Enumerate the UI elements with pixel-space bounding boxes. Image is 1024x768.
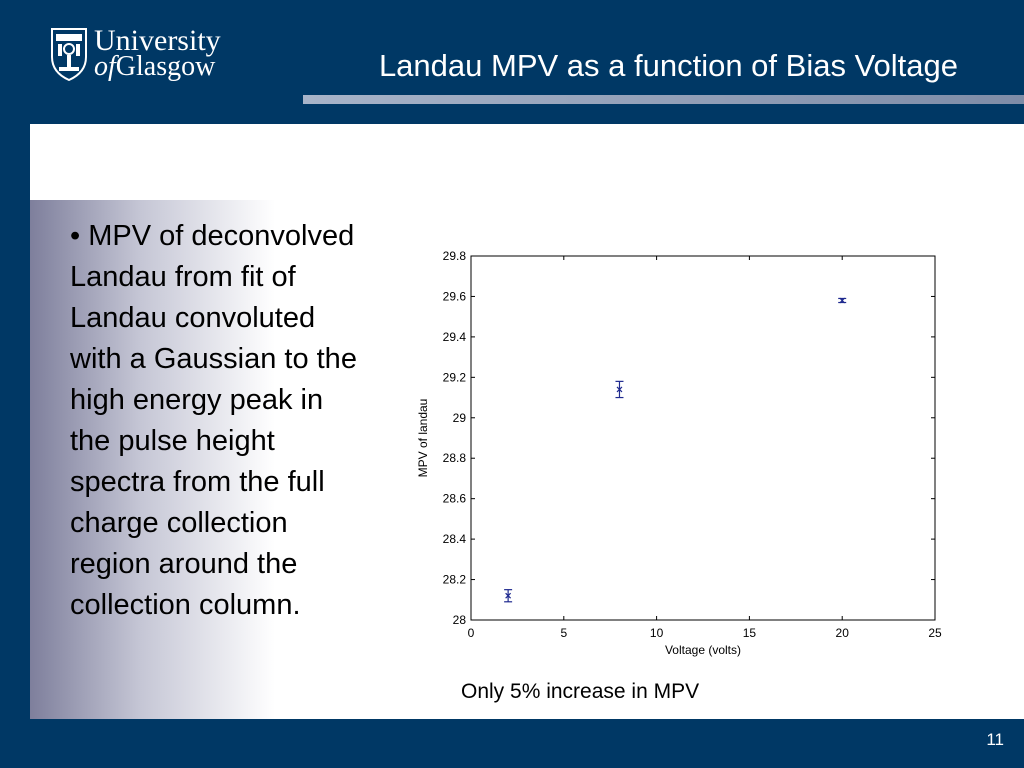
logo-text-name: Glasgow xyxy=(115,51,216,82)
slide-footer: 11 xyxy=(0,719,1024,768)
slide-title: Landau MPV as a function of Bias Voltage xyxy=(378,48,958,83)
gradient-side-panel xyxy=(30,200,275,719)
university-crest-icon xyxy=(51,28,87,81)
x-tick-label: 25 xyxy=(928,626,942,640)
logo-text-of: of xyxy=(94,51,116,82)
x-tick-label: 5 xyxy=(560,626,567,640)
logo-text-university: University xyxy=(94,24,221,57)
y-tick-label: 28 xyxy=(453,613,467,627)
y-tick-label: 29.8 xyxy=(443,249,467,263)
y-tick-label: 28.2 xyxy=(443,573,467,587)
plot-frame xyxy=(470,255,936,621)
mpv-vs-voltage-chart: 0 5 10 15 20 25 28 28.2 28.4 28.6 28.8 29 29.2 29.4 29… xyxy=(416,249,942,657)
x-tick-label: 15 xyxy=(743,626,757,640)
title-underline xyxy=(303,95,1024,104)
y-tick-label: 28.6 xyxy=(443,492,467,506)
chart-caption: Only 5% increase in MPV xyxy=(461,680,700,703)
x-tick-label: 20 xyxy=(836,626,850,640)
logo-text-glasgow: ofGlasgow xyxy=(94,52,215,82)
y-tick-label: 29.2 xyxy=(443,370,467,384)
x-axis-label: Voltage (volts) xyxy=(665,643,741,657)
y-tick-label: 29 xyxy=(453,411,467,425)
university-logo: University ofGlasgow xyxy=(50,24,230,83)
y-tick-label: 28.8 xyxy=(443,451,467,465)
y-tick-label: 28.4 xyxy=(443,532,467,546)
x-tick-label: 10 xyxy=(650,626,664,640)
y-tick-label: 29.6 xyxy=(443,289,467,303)
data-point xyxy=(839,297,846,304)
y-axis-label: MPV of landau xyxy=(416,399,430,478)
page-number: 11 xyxy=(986,730,1004,749)
data-point xyxy=(505,592,512,599)
bullet-text: • MPV of deconvolved Landau from fit of … xyxy=(70,220,357,621)
x-tick-label: 0 xyxy=(468,626,475,640)
data-point xyxy=(616,386,623,393)
y-tick-label: 29.4 xyxy=(443,330,467,344)
slide-header: University ofGlasgow Landau MPV as a fun… xyxy=(0,0,1024,124)
